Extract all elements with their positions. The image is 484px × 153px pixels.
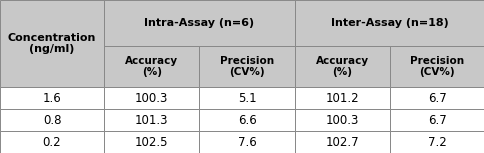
Text: 1.6: 1.6 bbox=[43, 92, 61, 105]
Bar bbox=[295, 0, 484, 46]
Bar bbox=[390, 131, 484, 153]
Text: 0.2: 0.2 bbox=[43, 136, 61, 149]
Bar bbox=[390, 46, 484, 87]
Text: 102.7: 102.7 bbox=[326, 136, 359, 149]
Text: 102.5: 102.5 bbox=[135, 136, 168, 149]
Bar bbox=[390, 87, 484, 109]
Bar bbox=[390, 109, 484, 131]
Bar bbox=[0, 0, 104, 87]
Text: Precision
(CV%): Precision (CV%) bbox=[220, 56, 274, 77]
Text: 101.2: 101.2 bbox=[326, 92, 359, 105]
Text: 7.2: 7.2 bbox=[428, 136, 446, 149]
Bar bbox=[295, 131, 390, 153]
Bar bbox=[295, 109, 390, 131]
Bar bbox=[0, 131, 104, 153]
Bar bbox=[199, 109, 295, 131]
Text: 7.6: 7.6 bbox=[238, 136, 257, 149]
Text: 101.3: 101.3 bbox=[135, 114, 168, 127]
Bar bbox=[295, 46, 390, 87]
Bar bbox=[104, 46, 199, 87]
Bar bbox=[199, 46, 295, 87]
Bar bbox=[199, 131, 295, 153]
Text: Intra-Assay (n=6): Intra-Assay (n=6) bbox=[144, 18, 255, 28]
Text: Precision
(CV%): Precision (CV%) bbox=[410, 56, 464, 77]
Text: Accuracy
(%): Accuracy (%) bbox=[125, 56, 178, 77]
Text: 5.1: 5.1 bbox=[238, 92, 257, 105]
Text: Concentration
(ng/ml): Concentration (ng/ml) bbox=[8, 33, 96, 54]
Bar bbox=[0, 109, 104, 131]
Text: Inter-Assay (n=18): Inter-Assay (n=18) bbox=[331, 18, 448, 28]
Text: 6.7: 6.7 bbox=[428, 92, 446, 105]
Text: 100.3: 100.3 bbox=[326, 114, 359, 127]
Bar bbox=[295, 87, 390, 109]
Bar bbox=[104, 0, 295, 46]
Text: 100.3: 100.3 bbox=[135, 92, 168, 105]
Bar bbox=[199, 87, 295, 109]
Text: 0.8: 0.8 bbox=[43, 114, 61, 127]
Bar bbox=[0, 87, 104, 109]
Bar bbox=[104, 131, 199, 153]
Bar bbox=[104, 87, 199, 109]
Text: 6.7: 6.7 bbox=[428, 114, 446, 127]
Text: Accuracy
(%): Accuracy (%) bbox=[316, 56, 369, 77]
Text: 6.6: 6.6 bbox=[238, 114, 257, 127]
Bar bbox=[104, 109, 199, 131]
